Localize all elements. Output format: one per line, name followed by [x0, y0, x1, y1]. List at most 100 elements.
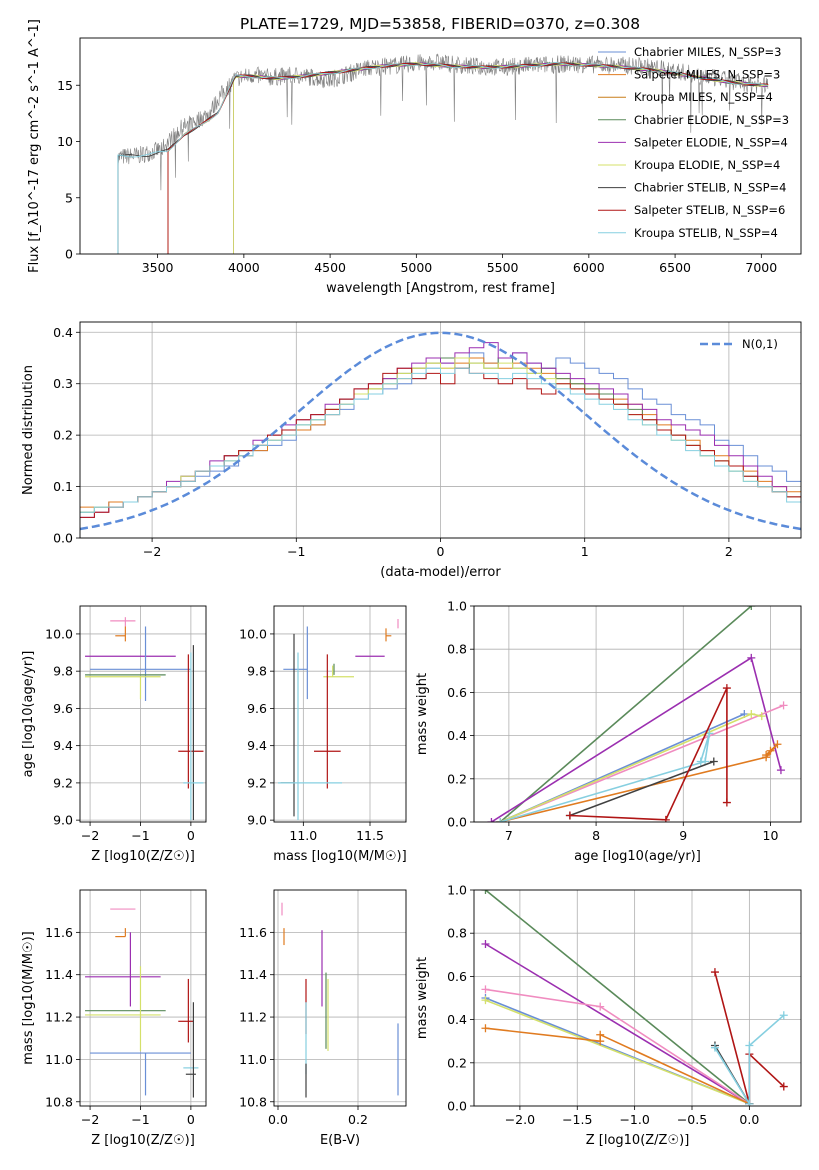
- mass-weight-line: [499, 733, 711, 822]
- x-tick-label: 10: [763, 828, 779, 843]
- legend-entry: Kroupa ELODIE, N_SSP=4: [634, 158, 780, 172]
- mass-weight-line: [485, 1027, 750, 1105]
- axes-frame: [273, 605, 407, 823]
- data-point-marker: [710, 1043, 719, 1052]
- x-tick-label: −1: [131, 828, 149, 843]
- x-axis-label: Z [log10(Z/Z☉)]: [91, 849, 195, 864]
- x-tick-label: 11.0: [289, 828, 317, 843]
- legend-entry: Chabrier MILES, N_SSP=3: [634, 45, 781, 59]
- x-tick-label: 7000: [745, 260, 777, 275]
- x-tick-label: −0.5: [677, 1112, 707, 1127]
- x-tick-label: 11.5: [356, 828, 384, 843]
- axes-frame: [473, 889, 802, 1107]
- y-tick-label: 10.8: [239, 1094, 267, 1109]
- mass-weight-line: [569, 760, 715, 817]
- data-point-marker: [779, 1011, 788, 1020]
- y-axis-label: Flux [f_λ10^-17 erg cm^-2 s^-1 A^-1]: [27, 19, 42, 273]
- data-point-marker: [747, 653, 756, 662]
- data-point-marker: [722, 684, 731, 693]
- data-point-marker: [565, 811, 574, 820]
- age-vs-metallicity-panel: −2 −1 0 9.0 9.2 9.4 9.6 9.8 10.0 Z [log10(Z/Z☉)] a…: [21, 605, 207, 864]
- y-tick-label: 11.6: [45, 925, 73, 940]
- legend-entry: Salpeter STELIB, N_SSP=6: [634, 203, 785, 217]
- y-tick-label: 0.0: [53, 531, 73, 546]
- y-axis-label: mass weight: [415, 957, 430, 1039]
- x-tick-label: −2: [143, 544, 161, 559]
- data-point-marker: [705, 729, 714, 738]
- axes-frame: [79, 321, 802, 539]
- y-tick-label: 0.6: [447, 969, 467, 984]
- plot-area: [487, 606, 788, 822]
- plot-area: [481, 890, 788, 1106]
- x-tick-label: 2: [725, 544, 733, 559]
- x-axis-label: (data-model)/error: [380, 565, 501, 580]
- mass-weight-line: [499, 704, 784, 822]
- x-tick-label: 9: [679, 828, 687, 843]
- spectrum-panel: 3500 4000 4500 5000 5500 6000 6500 7000 0 5 10 15 wa…: [27, 19, 802, 296]
- x-axis-label: wavelength [Angstrom, rest frame]: [326, 281, 555, 296]
- y-tick-label: 9.8: [247, 664, 267, 679]
- model-fit-line: [117, 62, 768, 254]
- legend-entry: N(0,1): [742, 337, 778, 351]
- y-tick-label: 1.0: [447, 883, 467, 898]
- data-point-marker: [481, 940, 490, 948]
- x-tick-label: 3500: [142, 260, 174, 275]
- y-tick-label: 10.0: [45, 626, 73, 641]
- mass-vs-extinction-panel: 0.0 0.2 10.8 11.0 11.2 11.4 11.6 E(B-V): [239, 889, 407, 1148]
- plot-area: [80, 331, 801, 531]
- data-point-marker: [757, 712, 766, 721]
- model-fit-line: [233, 62, 768, 254]
- y-tick-label: 5: [65, 190, 73, 205]
- y-axis-label: Normed distribution: [21, 365, 36, 495]
- y-tick-label: 11.6: [239, 925, 267, 940]
- y-tick-label: 0.2: [447, 771, 467, 786]
- y-tick-label: 0.4: [447, 1012, 467, 1027]
- x-tick-label: 0.0: [739, 1112, 759, 1127]
- y-tick-label: 1.0: [447, 599, 467, 614]
- figure-title: PLATE=1729, MJD=53858, FIBERID=0370, z=0…: [240, 15, 640, 33]
- data-point-marker: [776, 766, 785, 775]
- axes-frame: [79, 37, 802, 255]
- x-tick-label: −2: [81, 1112, 99, 1127]
- mass-weight-line: [484, 890, 750, 1105]
- data-point-marker: [773, 740, 782, 749]
- x-tick-label: 0: [187, 828, 195, 843]
- y-tick-label: 0.4: [447, 728, 467, 743]
- x-tick-label: 6000: [573, 260, 605, 275]
- plot-area: [117, 53, 769, 254]
- x-axis-label: E(B-V): [320, 1133, 360, 1148]
- mass-weight-line: [714, 1014, 785, 1106]
- y-tick-label: 10.0: [239, 626, 267, 641]
- data-point-marker: [779, 701, 788, 710]
- x-tick-label: 1: [581, 544, 589, 559]
- y-tick-label: 0.3: [53, 376, 73, 391]
- x-tick-label: 4000: [228, 260, 260, 275]
- y-tick-label: 15: [57, 78, 73, 93]
- data-point-marker: [481, 985, 490, 994]
- data-point-marker: [710, 968, 719, 977]
- x-tick-label: −2: [81, 828, 99, 843]
- plot-area: [85, 908, 199, 1098]
- x-axis-label: Z [log10(Z/Z☉)]: [91, 1133, 195, 1148]
- data-point-marker: [481, 996, 490, 1005]
- y-tick-label: 11.4: [45, 967, 73, 982]
- x-axis-label: Z [log10(Z/Z☉)]: [586, 1133, 690, 1148]
- data-point-marker: [722, 798, 731, 807]
- data-point-marker: [762, 751, 771, 760]
- y-tick-label: 11.2: [239, 1010, 267, 1025]
- y-tick-label: 9.4: [247, 738, 267, 753]
- data-point-marker: [766, 746, 775, 755]
- y-tick-label: 11.0: [239, 1052, 267, 1067]
- legend-entry: Chabrier STELIB, N_SSP=4: [634, 181, 786, 195]
- axes-frame: [79, 889, 207, 1107]
- x-tick-label: 6500: [659, 260, 691, 275]
- data-point-marker: [596, 1030, 605, 1039]
- axes-frame: [79, 605, 207, 823]
- model-fit-line: [167, 62, 769, 254]
- x-tick-label: −1.0: [619, 1112, 649, 1127]
- y-tick-label: 11.4: [239, 967, 267, 982]
- y-tick-label: 10: [57, 134, 73, 149]
- x-tick-label: 4500: [314, 260, 346, 275]
- mass-weight-line: [490, 656, 782, 822]
